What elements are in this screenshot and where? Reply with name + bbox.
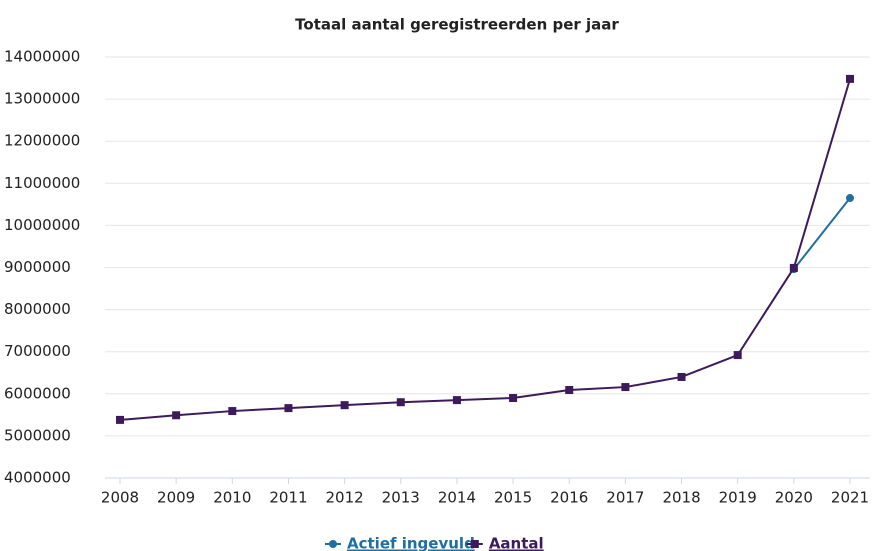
y-tick-label: 9000000 [4,258,71,276]
legend-label[interactable]: Aantal [489,535,544,551]
marker [621,383,630,392]
series-line [119,78,851,421]
y-tick-label: 8000000 [4,300,71,318]
marker [733,351,742,360]
marker [396,398,405,407]
y-tick-label: 14000000 [4,48,80,66]
marker [677,372,686,381]
y-tick-label: 6000000 [4,384,71,402]
x-tick-label: 2014 [438,489,476,507]
legend-marker [470,540,479,548]
x-tick-label: 2020 [775,489,813,507]
y-tick-label: 5000000 [4,426,71,444]
series-line [793,197,851,270]
x-tick-label: 2018 [662,489,700,507]
y-tick-label: 11000000 [4,174,80,192]
marker [228,407,237,416]
marker [284,404,293,413]
x-tick-label: 2013 [382,489,420,507]
marker [172,411,181,420]
marker [789,263,798,272]
y-tick-label: 12000000 [4,132,80,150]
marker [565,386,574,395]
x-tick-label: 2008 [101,489,139,507]
y-tick-label: 7000000 [4,342,71,360]
marker [846,74,854,83]
x-tick-label: 2012 [326,489,364,507]
y-tick-label: 10000000 [4,216,80,234]
marker [452,396,461,405]
x-tick-label: 2019 [719,489,757,507]
legend-marker [329,540,337,548]
marker [116,415,124,424]
chart-title: Totaal aantal geregistreerden per jaar [295,16,619,34]
y-tick-label: 4000000 [4,469,71,487]
x-tick-label: 2010 [213,489,251,507]
y-tick-label: 13000000 [4,90,80,108]
x-tick-label: 2011 [269,489,307,507]
x-tick-label: 2015 [494,489,532,507]
marker [509,394,518,403]
x-tick-label: 2017 [606,489,644,507]
x-tick-label: 2016 [550,489,588,507]
marker [846,194,854,203]
x-tick-label: 2009 [157,489,195,507]
marker [340,401,349,410]
x-tick-label: 2021 [831,489,869,507]
legend-label[interactable]: Actief ingevuld [347,535,475,551]
